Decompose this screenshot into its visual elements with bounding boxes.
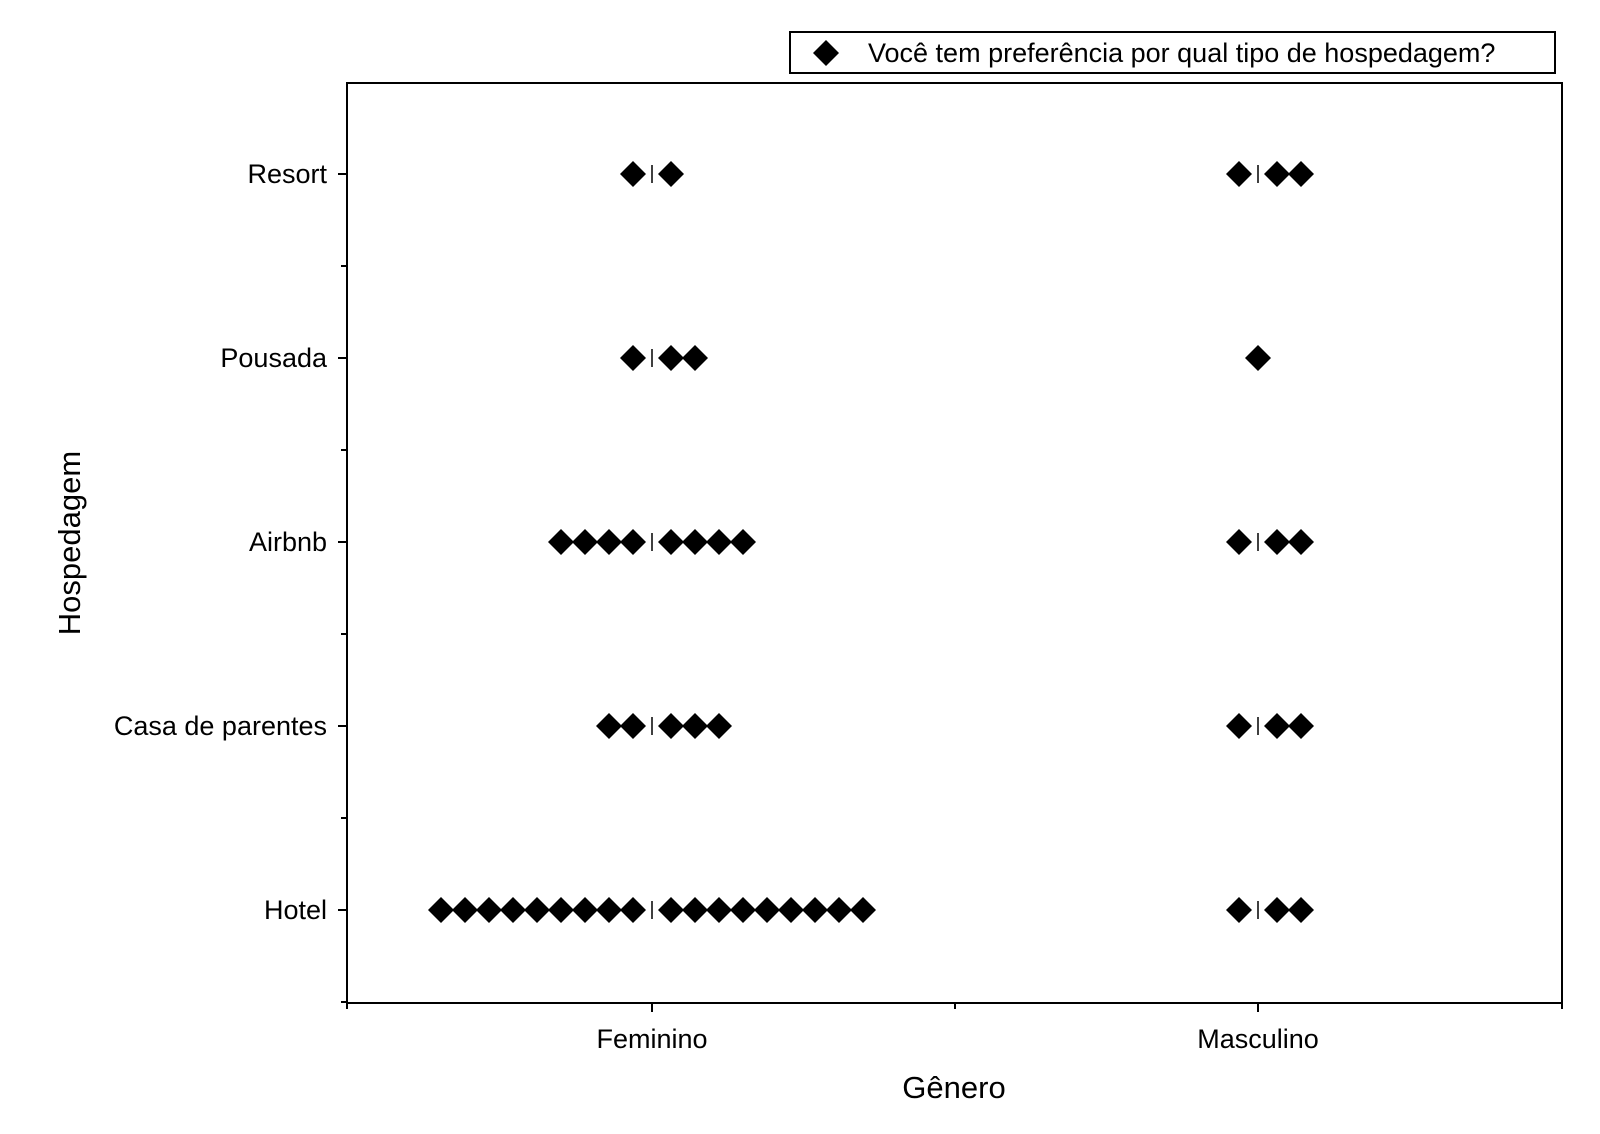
data-point-diamond bbox=[1288, 529, 1314, 555]
data-point-diamond bbox=[572, 529, 598, 555]
data-point-diamond bbox=[620, 713, 646, 739]
data-point-diamond bbox=[754, 897, 780, 923]
data-point-diamond bbox=[658, 345, 684, 371]
data-point-diamond bbox=[620, 897, 646, 923]
legend-label: Você tem preferência por qual tipo de ho… bbox=[868, 38, 1495, 68]
y-tick-label: Airbnb bbox=[249, 527, 327, 557]
data-point-diamond bbox=[1226, 713, 1252, 739]
y-tick-label: Pousada bbox=[220, 343, 328, 373]
data-point-diamond bbox=[682, 897, 708, 923]
data-point-diamond bbox=[596, 713, 622, 739]
data-point-diamond bbox=[1264, 897, 1290, 923]
data-point-diamond bbox=[826, 897, 852, 923]
data-point-diamond bbox=[682, 713, 708, 739]
data-point-diamond bbox=[682, 529, 708, 555]
data-point-diamond bbox=[658, 897, 684, 923]
data-point-diamond bbox=[596, 529, 622, 555]
x-tick-label: Feminino bbox=[596, 1024, 707, 1054]
data-point-diamond bbox=[1226, 161, 1252, 187]
data-point-diamond bbox=[500, 897, 526, 923]
legend: Você tem preferência por qual tipo de ho… bbox=[789, 31, 1556, 74]
data-point-diamond bbox=[548, 529, 574, 555]
axes: Resort Pousada Airbnb Casa de parentes Hotel… bbox=[114, 159, 1563, 1054]
data-point-diamond bbox=[596, 897, 622, 923]
data-point-diamond bbox=[658, 529, 684, 555]
data-point-diamond bbox=[730, 897, 756, 923]
data-point-diamond bbox=[476, 897, 502, 923]
data-point-diamond bbox=[1226, 897, 1252, 923]
y-tick-label: Hotel bbox=[264, 895, 327, 925]
legend-box bbox=[789, 31, 1556, 74]
data-point-diamond bbox=[706, 897, 732, 923]
data-point-diamond bbox=[1226, 529, 1252, 555]
data-point-diamond bbox=[620, 345, 646, 371]
legend-diamond-marker bbox=[813, 40, 839, 66]
data-point-diamond bbox=[548, 897, 574, 923]
data-point-diamond bbox=[682, 345, 708, 371]
data-point-diamond bbox=[620, 161, 646, 187]
data-point-diamond bbox=[706, 713, 732, 739]
data-point-diamond bbox=[706, 529, 732, 555]
data-point-diamond bbox=[1264, 161, 1290, 187]
data-point-diamond bbox=[620, 529, 646, 555]
data-point-diamond bbox=[524, 897, 550, 923]
data-point-diamond bbox=[778, 897, 804, 923]
data-point-diamond bbox=[1245, 345, 1271, 371]
y-tick-label: Resort bbox=[247, 159, 327, 189]
data-point-diamond bbox=[658, 713, 684, 739]
x-axis-title: Gênero bbox=[902, 1070, 1005, 1105]
y-axis-title: Hospedagem bbox=[52, 451, 87, 635]
data-point-diamond bbox=[428, 897, 454, 923]
data-point-diamond bbox=[658, 161, 684, 187]
data-point-diamond bbox=[1288, 713, 1314, 739]
data-point-diamond bbox=[802, 897, 828, 923]
x-tick-label: Masculino bbox=[1197, 1024, 1319, 1054]
data-point-diamond bbox=[730, 529, 756, 555]
plot-frame bbox=[346, 82, 1563, 1004]
data-point-diamond bbox=[452, 897, 478, 923]
data-point-diamond bbox=[572, 897, 598, 923]
data-point-diamond bbox=[850, 897, 876, 923]
y-tick-label: Casa de parentes bbox=[114, 711, 327, 741]
data-point-diamond bbox=[1264, 713, 1290, 739]
data-point-diamond bbox=[1288, 897, 1314, 923]
data-point-diamond bbox=[1288, 161, 1314, 187]
data-point-diamond bbox=[1264, 529, 1290, 555]
data-marks bbox=[428, 161, 1314, 923]
